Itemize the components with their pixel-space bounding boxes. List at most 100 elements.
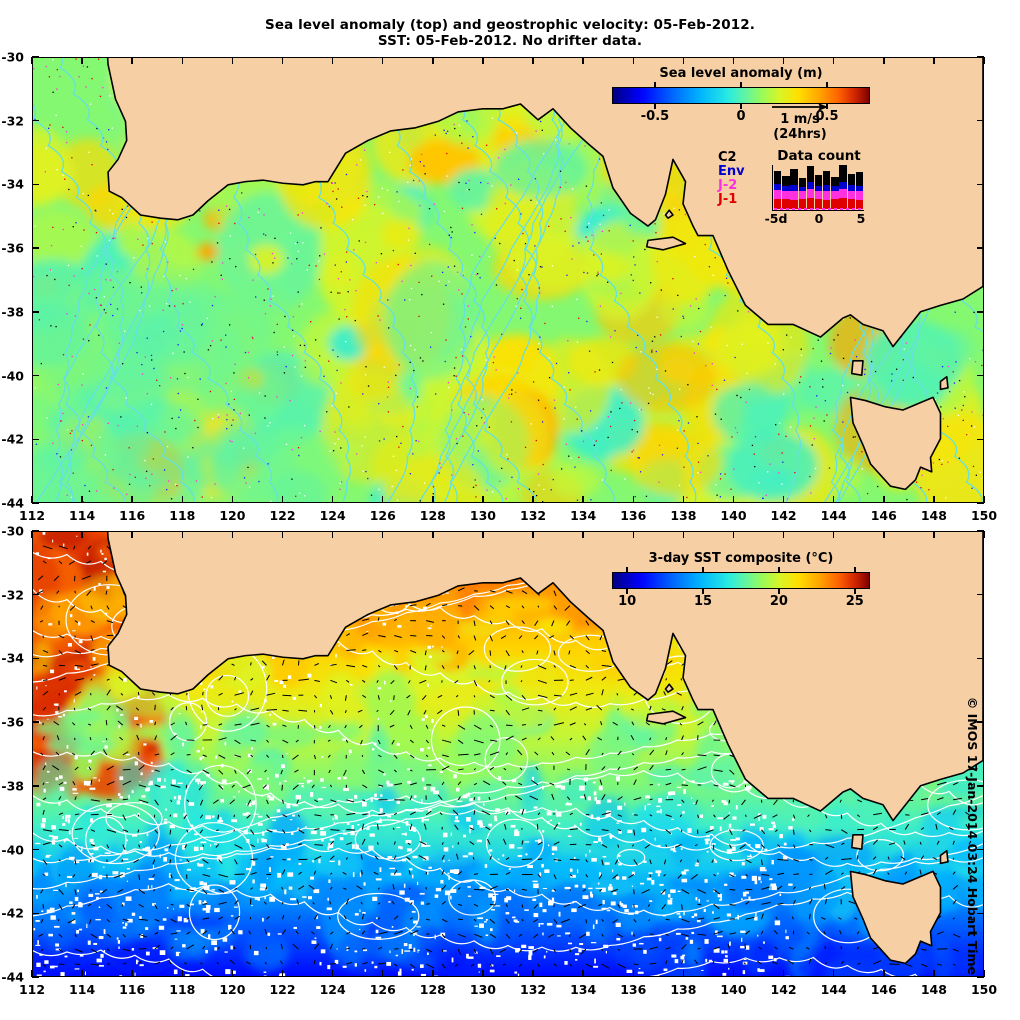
cloud-pixel <box>352 844 355 849</box>
velocity-arrow <box>741 799 746 806</box>
track-point <box>583 271 585 274</box>
velocity-arrow <box>266 754 269 758</box>
velocity-arrow <box>952 857 955 860</box>
track-point <box>451 231 453 233</box>
velocity-arrow <box>282 814 288 818</box>
velocity-arrow <box>89 859 92 863</box>
velocity-arrow <box>121 859 124 863</box>
sla-contour-blob <box>125 313 180 357</box>
track-point <box>378 440 381 442</box>
cloud-pixel <box>593 965 599 968</box>
velocity-arrow <box>409 823 413 830</box>
cloud-pixel <box>675 932 681 935</box>
velocity-arrow <box>72 781 76 786</box>
velocity-arrow <box>649 829 653 832</box>
track-point <box>941 366 944 368</box>
velocity-arrow <box>439 812 443 816</box>
velocity-arrow <box>887 856 890 860</box>
cloud-pixel <box>188 802 195 806</box>
velocity-arrow <box>42 782 45 786</box>
data-count-bar <box>774 165 782 209</box>
cloud-pixel <box>571 908 577 913</box>
track-point <box>144 459 146 462</box>
track-point <box>683 430 685 432</box>
cloud-pixel <box>182 944 186 948</box>
velocity-arrow <box>968 840 972 845</box>
velocity-arrow <box>753 814 762 819</box>
velocity-arrow <box>437 694 443 698</box>
track-point <box>922 468 924 471</box>
track-point <box>297 291 299 293</box>
cloud-pixel <box>607 799 612 803</box>
cloud-pixel <box>514 829 518 832</box>
velocity-arrow <box>442 604 448 607</box>
cloud-pixel <box>539 872 542 877</box>
track-point <box>356 453 358 455</box>
track-point <box>467 318 469 320</box>
track-point <box>86 66 89 68</box>
velocity-arrow <box>250 754 254 758</box>
track-point <box>462 435 464 437</box>
track-point <box>516 298 518 300</box>
track-point <box>88 340 90 342</box>
cloud-pixel <box>691 797 693 799</box>
streamline <box>455 58 563 502</box>
cloud-pixel <box>45 854 52 856</box>
velocity-arrow <box>518 782 523 786</box>
track-point <box>451 474 453 476</box>
track-point <box>654 223 656 225</box>
velocity-arrow <box>106 678 110 681</box>
velocity-arrow <box>424 650 427 656</box>
track-point <box>379 319 381 321</box>
velocity-arrow <box>378 635 386 638</box>
velocity-arrow <box>55 751 60 756</box>
track-point <box>597 271 599 273</box>
track-point <box>105 279 107 281</box>
cloud-pixel <box>412 932 418 934</box>
track-point <box>659 334 662 336</box>
velocity-arrow <box>58 812 64 816</box>
track-point <box>239 412 241 415</box>
track-point <box>715 484 717 486</box>
velocity-arrow <box>665 750 668 756</box>
cloud-pixel <box>456 787 460 792</box>
track-point <box>540 120 542 123</box>
cloud-pixel <box>480 826 485 828</box>
track-point <box>942 418 945 420</box>
velocity-arrow <box>553 590 557 597</box>
cloud-pixel <box>462 834 466 838</box>
cloud-pixel <box>692 802 696 804</box>
track-point <box>676 447 679 449</box>
track-point <box>66 494 68 496</box>
cloud-pixel <box>656 805 661 808</box>
track-point <box>217 413 220 416</box>
track-point <box>475 496 477 498</box>
cloud-pixel <box>72 788 77 791</box>
cloud-pixel <box>564 961 568 965</box>
track-point <box>124 330 126 332</box>
cloud-pixel <box>771 859 774 865</box>
cloud-pixel <box>152 903 157 906</box>
cloud-pixel <box>370 797 373 802</box>
cloud-pixel <box>73 861 80 864</box>
velocity-arrow <box>505 857 510 860</box>
velocity-arrow <box>713 754 720 757</box>
cloud-pixel <box>310 830 317 835</box>
track-point <box>332 190 334 193</box>
track-point <box>72 226 74 228</box>
data-count-segment-j1 <box>806 198 815 209</box>
cloud-pixel <box>311 940 317 944</box>
cloud-pixel <box>69 614 73 618</box>
cloud-pixel <box>104 852 111 855</box>
velocity-arrow <box>711 859 715 863</box>
cloud-pixel <box>556 924 562 928</box>
velocity-arrow <box>600 721 603 726</box>
cloud-pixel <box>528 954 532 960</box>
velocity-arrow <box>346 799 355 803</box>
velocity-arrow <box>536 823 539 830</box>
velocity-arrow <box>154 769 160 772</box>
velocity-arrow <box>824 814 828 819</box>
cloud-pixel <box>728 967 730 970</box>
track-point <box>351 218 354 221</box>
